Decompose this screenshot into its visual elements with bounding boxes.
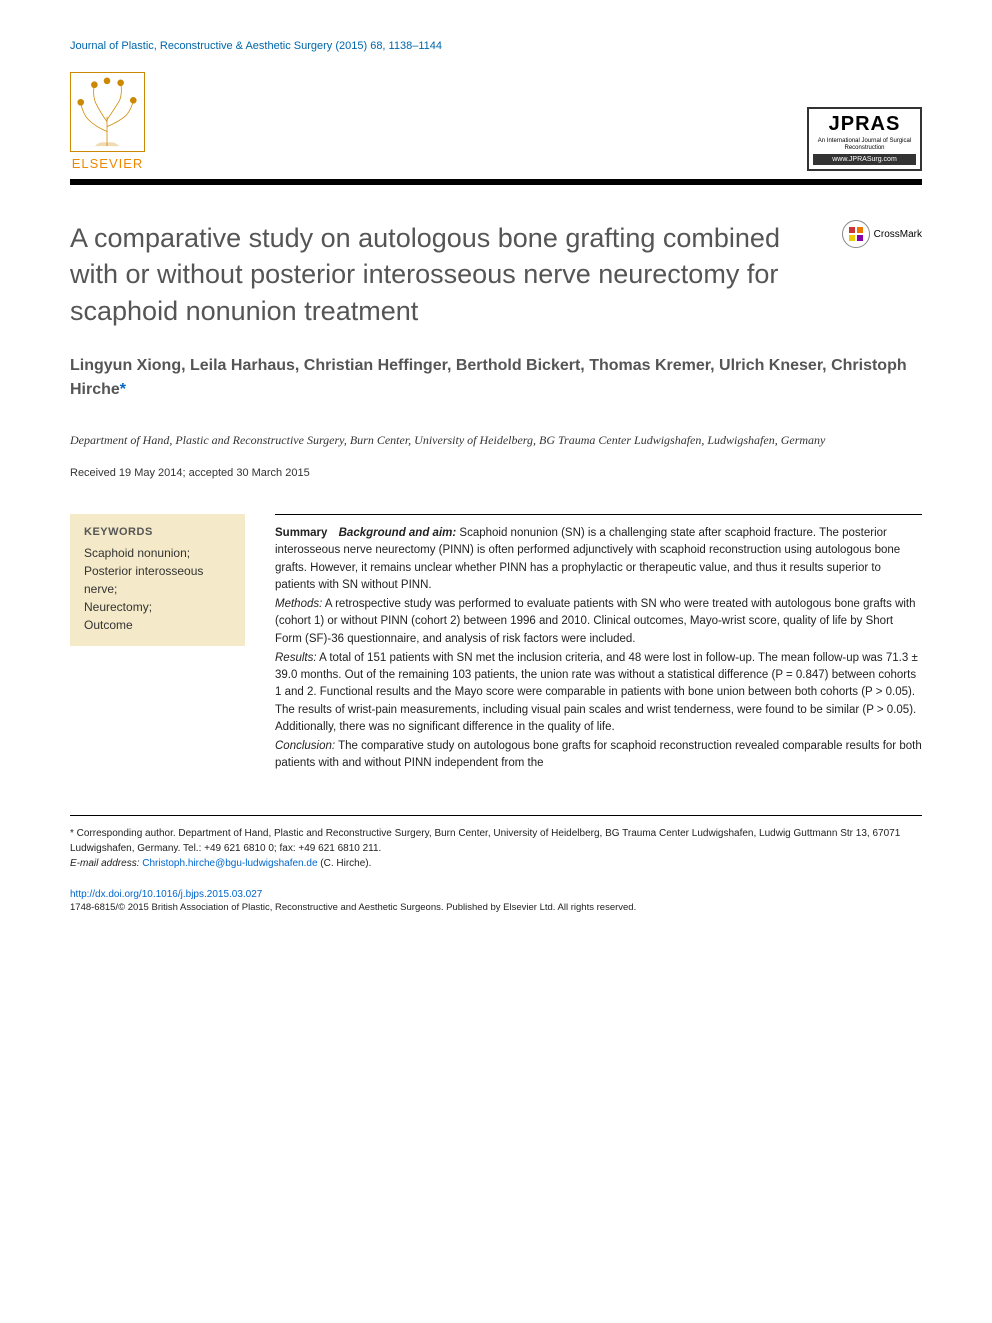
authors-text: Lingyun Xiong, Leila Harhaus, Christian … xyxy=(70,357,907,398)
conclusion-text: The comparative study on autologous bone… xyxy=(275,740,922,769)
footnotes: * Corresponding author. Department of Ha… xyxy=(70,826,922,871)
jpras-url: www.JPRASurg.com xyxy=(813,154,916,165)
corresponding-asterisk: * xyxy=(120,381,126,398)
article-dates: Received 19 May 2014; accepted 30 March … xyxy=(70,467,922,479)
crossmark-icon xyxy=(842,220,870,248)
affiliation: Department of Hand, Plastic and Reconstr… xyxy=(70,432,922,449)
footer-divider xyxy=(70,815,922,816)
content-row: KEYWORDS Scaphoid nonunion; Posterior in… xyxy=(70,514,922,775)
email-label: E-mail address: xyxy=(70,858,142,869)
conclusion-label: Conclusion: xyxy=(275,740,335,752)
keywords-box: KEYWORDS Scaphoid nonunion; Posterior in… xyxy=(70,514,245,646)
journal-header-line: Journal of Plastic, Reconstructive & Aes… xyxy=(70,40,922,52)
email-link[interactable]: Christoph.hirche@bgu-ludwigshafen.de xyxy=(142,858,317,869)
results-text: A total of 151 patients with SN met the … xyxy=(275,652,918,733)
email-suffix: (C. Hirche). xyxy=(318,858,372,869)
jpras-subtitle: An International Journal of Surgical Rec… xyxy=(813,138,916,152)
keywords-list: Scaphoid nonunion; Posterior interosseou… xyxy=(84,544,231,634)
doi-link[interactable]: http://dx.doi.org/10.1016/j.bjps.2015.03… xyxy=(70,889,262,900)
copyright-line: 1748-6815/© 2015 British Association of … xyxy=(70,902,922,913)
crossmark-badge[interactable]: CrossMark xyxy=(842,220,922,248)
methods-label: Methods: xyxy=(275,598,322,610)
methods-text: A retrospective study was performed to e… xyxy=(275,598,916,645)
elsevier-tree-icon xyxy=(70,72,145,152)
background-label: Background and aim: xyxy=(339,527,457,539)
doi-line: http://dx.doi.org/10.1016/j.bjps.2015.03… xyxy=(70,889,922,900)
logos-row: ELSEVIER JPRAS An International Journal … xyxy=(70,72,922,171)
article-title: A comparative study on autologous bone g… xyxy=(70,220,922,329)
black-divider-bar xyxy=(70,179,922,185)
jpras-title: JPRAS xyxy=(813,113,916,136)
abstract: Summary Background and aim: Scaphoid non… xyxy=(275,514,922,775)
elsevier-label: ELSEVIER xyxy=(72,156,144,171)
elsevier-logo: ELSEVIER xyxy=(70,72,145,171)
authors-list: Lingyun Xiong, Leila Harhaus, Christian … xyxy=(70,354,922,402)
corresponding-author-note: * Corresponding author. Department of Ha… xyxy=(70,826,922,856)
crossmark-label: CrossMark xyxy=(874,229,922,240)
jpras-logo-box: JPRAS An International Journal of Surgic… xyxy=(807,107,922,171)
results-label: Results: xyxy=(275,652,317,664)
summary-label: Summary xyxy=(275,527,327,539)
keywords-title: KEYWORDS xyxy=(84,526,231,538)
